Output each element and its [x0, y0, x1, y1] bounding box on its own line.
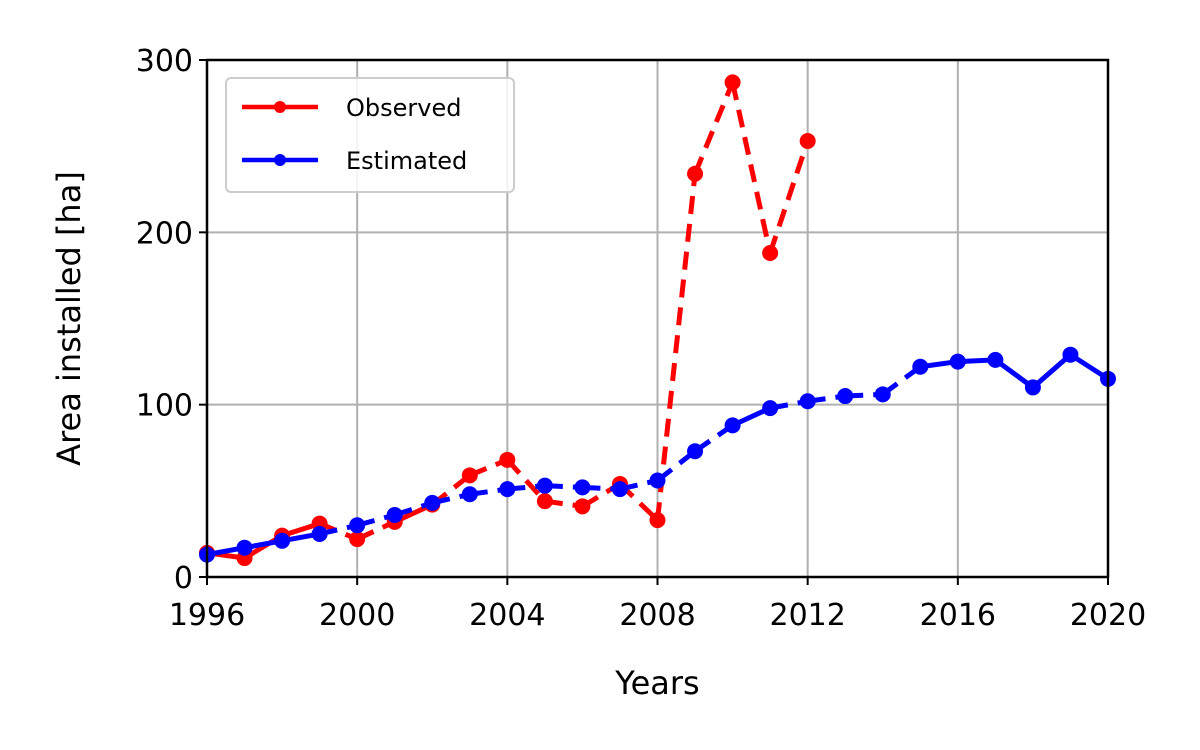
data-point-estimated [949, 353, 966, 370]
legend: Observed Estimated [225, 77, 515, 193]
data-point-observed [687, 165, 704, 182]
data-point-estimated [762, 400, 779, 417]
series-segment-observed [767, 140, 811, 254]
legend-marker-observed [274, 101, 286, 113]
data-point-estimated [687, 443, 704, 460]
data-point-observed [499, 451, 516, 468]
markers-estimated [199, 346, 1116, 563]
data-point-estimated [874, 386, 891, 403]
y-tick-label: 0 [174, 561, 193, 596]
data-point-estimated [236, 539, 253, 556]
legend-entry-observed: Observed [242, 94, 461, 122]
data-point-estimated [1062, 346, 1079, 363]
data-point-observed [536, 493, 553, 510]
y-tick-label: 300 [136, 44, 193, 79]
data-point-estimated [424, 494, 441, 511]
data-point-estimated [837, 388, 854, 405]
series-segment-observed [730, 81, 773, 254]
data-point-estimated [649, 472, 666, 489]
x-tick-label: 2012 [769, 598, 845, 633]
legend-entry-estimated: Estimated [242, 147, 467, 175]
tick-layer: 1996 2000 2004 2008 2012 2016 2020 0 100 200 300 [136, 44, 1146, 633]
x-tick-label: 2008 [619, 598, 695, 633]
data-point-estimated [1024, 379, 1041, 396]
data-point-estimated [536, 477, 553, 494]
data-point-observed [461, 467, 478, 484]
x-tick-label: 2016 [920, 598, 996, 633]
legend-marker-estimated [274, 154, 286, 166]
series-segment-observed [655, 173, 698, 521]
x-tick-label: 2004 [469, 598, 545, 633]
series-layer [199, 74, 1116, 567]
x-tick-label: 2000 [319, 598, 395, 633]
data-point-estimated [574, 479, 591, 496]
y-axis-title: Area installed [ha] [50, 171, 88, 466]
x-axis-title: Years [614, 664, 699, 702]
legend-label-estimated: Estimated [346, 147, 467, 175]
data-point-estimated [499, 481, 516, 498]
data-point-estimated [386, 506, 403, 523]
series-segment-observed [505, 458, 547, 503]
data-point-observed [649, 512, 666, 529]
legend-label-observed: Observed [346, 94, 461, 122]
data-point-estimated [987, 351, 1004, 368]
data-point-estimated [611, 481, 628, 498]
data-point-observed [799, 132, 816, 149]
data-point-estimated [724, 417, 741, 434]
x-tick-label: 1996 [169, 598, 245, 633]
y-tick-label: 100 [136, 389, 193, 424]
data-point-estimated [274, 532, 291, 549]
y-tick-label: 200 [136, 216, 193, 251]
data-point-observed [349, 531, 366, 548]
data-point-estimated [311, 525, 328, 542]
series-segment-observed [692, 81, 735, 175]
data-point-estimated [461, 486, 478, 503]
data-point-estimated [799, 393, 816, 410]
data-point-observed [724, 74, 741, 91]
x-tick-label: 2020 [1070, 598, 1146, 633]
data-point-estimated [349, 517, 366, 534]
data-point-estimated [912, 358, 929, 375]
data-point-observed [762, 245, 779, 262]
data-point-observed [574, 498, 591, 515]
series-segment-estimated [1031, 352, 1073, 390]
